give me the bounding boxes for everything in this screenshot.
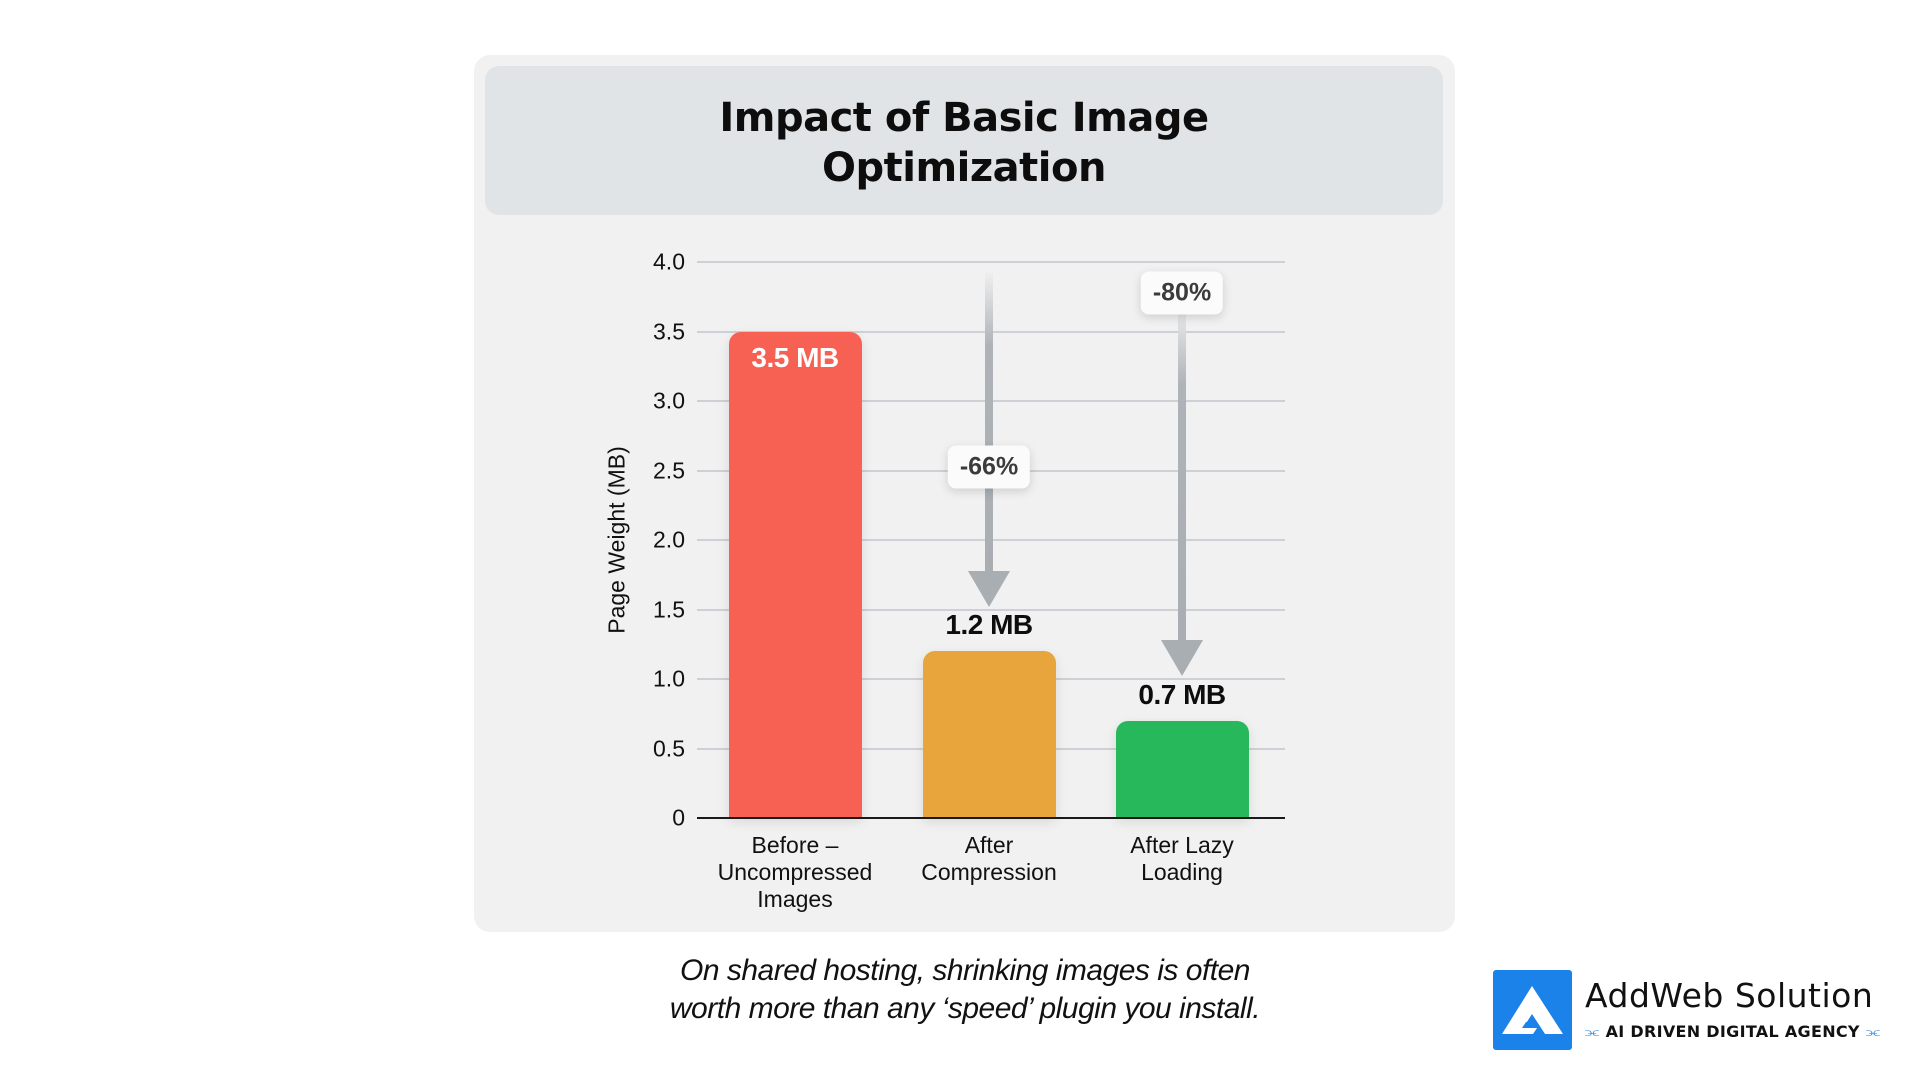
y-tick-label: 3.5 bbox=[653, 318, 685, 344]
caption-line: worth more than any ‘speed’ plugin you i… bbox=[669, 992, 1261, 1025]
y-tick-label: 1.5 bbox=[653, 596, 685, 622]
reduction-badge: -80% bbox=[1140, 271, 1224, 315]
category-label-line: After Lazy bbox=[1130, 832, 1234, 858]
bar[interactable] bbox=[1115, 720, 1249, 818]
y-tick-label: 2.0 bbox=[653, 526, 685, 553]
caption: On shared hosting, shrinking images is o… bbox=[560, 952, 1370, 1028]
category-label-line: After bbox=[964, 832, 1014, 858]
category-label-line: Uncompressed bbox=[717, 859, 873, 885]
reduction-badge: -66% bbox=[947, 445, 1031, 489]
category-label-line: Images bbox=[757, 886, 833, 912]
y-tick-label: 3.0 bbox=[653, 387, 685, 414]
circuit-icon: ⫘ bbox=[1585, 1022, 1600, 1041]
category-label-line: Loading bbox=[1141, 859, 1223, 885]
gridline bbox=[697, 608, 1285, 611]
brand-name: AddWeb Solution bbox=[1585, 976, 1874, 1015]
y-tick-label: 4.0 bbox=[653, 248, 685, 275]
gridline bbox=[697, 261, 1285, 263]
arrow-down-icon bbox=[968, 571, 1010, 607]
x-category-label: After Lazy Loading bbox=[1082, 832, 1282, 886]
circuit-icon: ⫘ bbox=[1865, 1022, 1881, 1041]
y-tick-label: 0.5 bbox=[653, 735, 685, 761]
bar[interactable] bbox=[728, 331, 862, 818]
caption-line: On shared hosting, shrinking images is o… bbox=[680, 954, 1251, 987]
category-label-line: Before – bbox=[751, 832, 839, 858]
bar-value-label: 0.7 MB bbox=[1138, 678, 1226, 710]
bar[interactable] bbox=[922, 651, 1056, 818]
category-label-line: Compression bbox=[921, 859, 1057, 885]
chart-title: Impact of Basic Image Optimization bbox=[719, 94, 1209, 191]
reduction-arrow-shaft bbox=[985, 270, 993, 573]
x-category-label: After Compression bbox=[889, 832, 1089, 886]
x-category-label: Before – Uncompressed Images bbox=[695, 832, 895, 913]
y-tick-label: 2.5 bbox=[653, 457, 685, 483]
arrow-down-icon bbox=[1161, 640, 1203, 676]
logo-mark-icon bbox=[1493, 970, 1572, 1050]
x-axis-line bbox=[697, 817, 1285, 819]
bar-value-label: 3.5 MB bbox=[751, 341, 839, 373]
y-tick-label: 1.0 bbox=[653, 665, 685, 692]
tagline-text: AI DRIVEN DIGITAL AGENCY bbox=[1605, 1022, 1860, 1041]
brand-tagline: ⫘ AI DRIVEN DIGITAL AGENCY ⫘ bbox=[1585, 1022, 1880, 1042]
y-tick-label: 0 bbox=[672, 804, 685, 831]
bar-value-label: 1.2 MB bbox=[945, 609, 1033, 641]
chart-header: Impact of Basic Image Optimization bbox=[485, 66, 1443, 215]
reduction-arrow-shaft bbox=[1178, 300, 1186, 642]
